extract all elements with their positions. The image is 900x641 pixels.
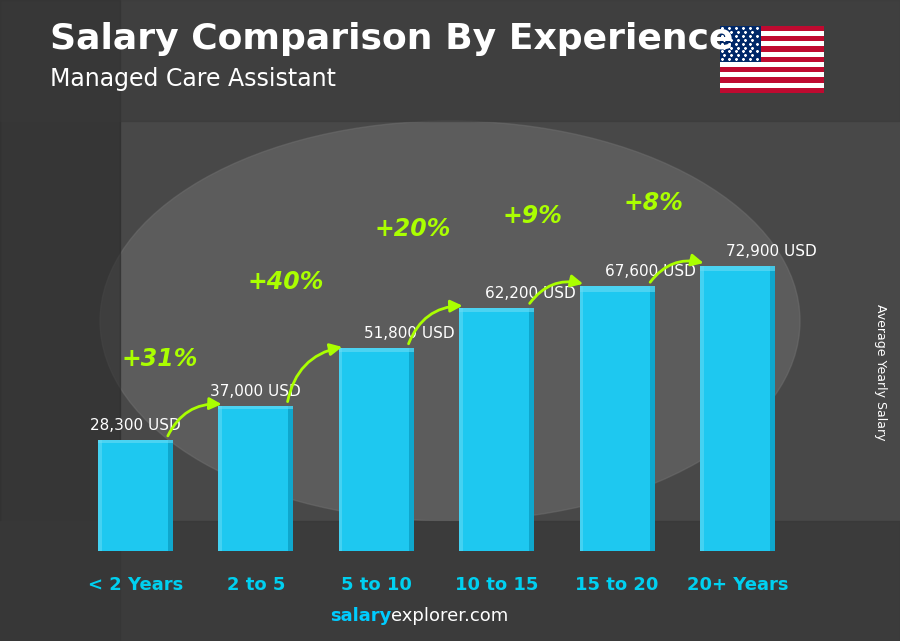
Bar	[0, 0, 900, 121]
Text: +40%: +40%	[248, 269, 324, 294]
Bar	[0, 521, 900, 641]
Text: Salary Comparison By Experience: Salary Comparison By Experience	[50, 22, 733, 56]
Text: 2 to 5: 2 to 5	[227, 576, 285, 594]
Bar	[720, 46, 824, 51]
Bar	[580, 287, 654, 292]
Bar	[720, 56, 824, 62]
Text: 67,600 USD: 67,600 USD	[605, 264, 696, 279]
Ellipse shape	[100, 121, 800, 521]
Bar	[720, 88, 824, 93]
Bar	[720, 51, 824, 56]
Bar	[288, 406, 293, 551]
Text: 28,300 USD: 28,300 USD	[89, 419, 180, 433]
Bar	[720, 36, 824, 41]
Text: +9%: +9%	[503, 204, 562, 228]
Bar	[0, 0, 120, 641]
Bar	[580, 287, 583, 551]
Bar	[720, 41, 824, 46]
Text: 62,200 USD: 62,200 USD	[485, 285, 575, 301]
Bar	[459, 308, 534, 312]
Text: 72,900 USD: 72,900 USD	[725, 244, 816, 258]
Bar	[339, 348, 414, 551]
Text: salary: salary	[330, 607, 392, 625]
Text: 51,800 USD: 51,800 USD	[364, 326, 454, 341]
Bar	[770, 265, 775, 551]
Bar	[339, 348, 414, 353]
Bar	[700, 265, 704, 551]
Bar	[529, 308, 534, 551]
Text: +20%: +20%	[374, 217, 451, 241]
Bar	[98, 440, 102, 551]
Bar	[720, 62, 824, 67]
Bar	[219, 406, 293, 551]
Bar	[720, 67, 824, 72]
Text: Average Yearly Salary: Average Yearly Salary	[874, 304, 886, 440]
Bar	[219, 406, 222, 551]
Text: 37,000 USD: 37,000 USD	[210, 384, 301, 399]
Bar	[720, 78, 824, 83]
Bar	[650, 287, 654, 551]
Bar	[459, 308, 463, 551]
Text: 5 to 10: 5 to 10	[341, 576, 411, 594]
Text: 20+ Years: 20+ Years	[687, 576, 788, 594]
Text: < 2 Years: < 2 Years	[87, 576, 183, 594]
Bar	[98, 440, 173, 551]
Bar	[167, 440, 173, 551]
Bar	[720, 26, 761, 62]
Bar	[409, 348, 414, 551]
Bar	[720, 31, 824, 36]
Bar	[580, 287, 654, 551]
Text: explorer.com: explorer.com	[392, 607, 508, 625]
Text: 15 to 20: 15 to 20	[575, 576, 659, 594]
Bar	[720, 72, 824, 78]
Bar	[720, 83, 824, 88]
Text: 10 to 15: 10 to 15	[455, 576, 538, 594]
Text: +8%: +8%	[624, 191, 683, 215]
Bar	[700, 265, 775, 551]
Bar	[339, 348, 343, 551]
Bar	[720, 26, 824, 31]
Bar	[700, 265, 775, 271]
Bar	[219, 406, 293, 409]
Text: +31%: +31%	[122, 347, 198, 371]
Text: Managed Care Assistant: Managed Care Assistant	[50, 67, 336, 91]
Bar	[98, 440, 173, 443]
Bar	[459, 308, 534, 551]
